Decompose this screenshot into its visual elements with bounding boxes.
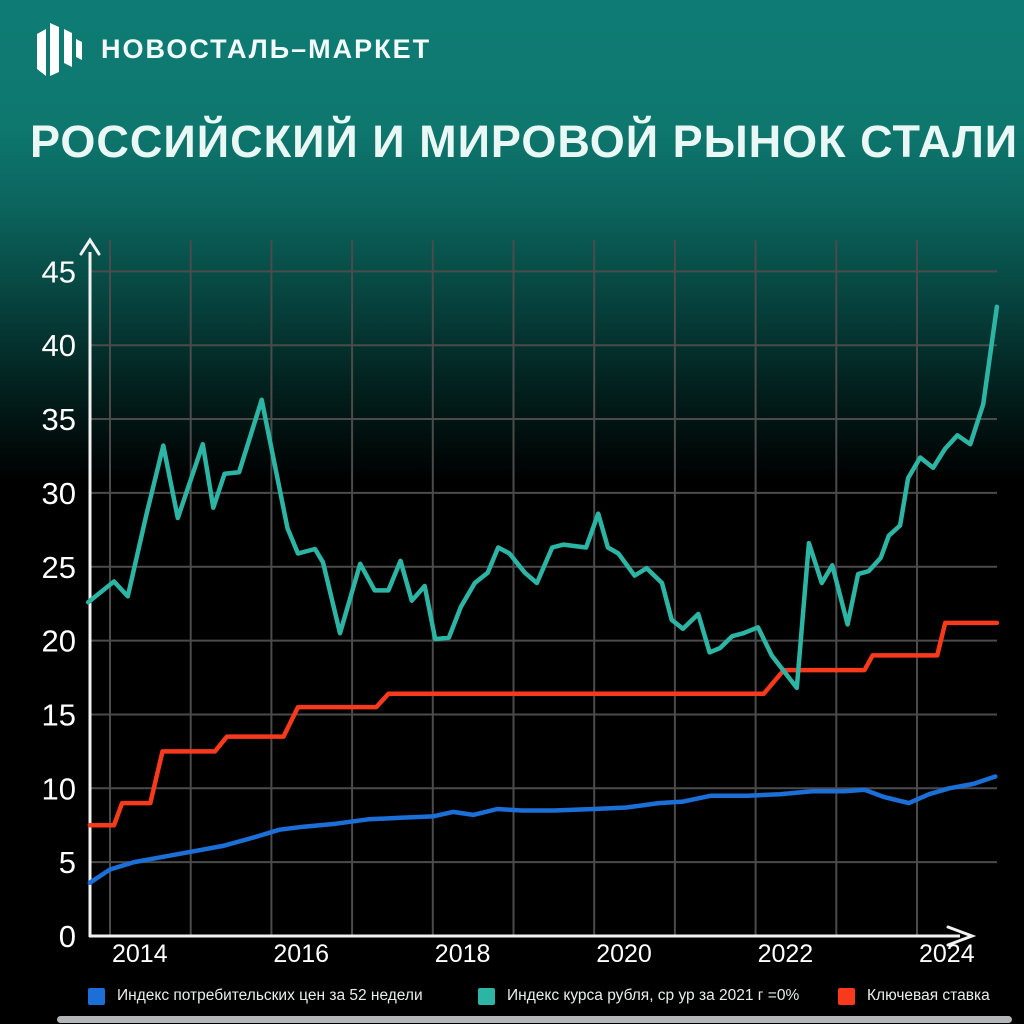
novostal-logo-icon xyxy=(37,23,82,76)
chart-legend: Индекс потребительских цен за 52 недели … xyxy=(0,984,1024,1014)
y-tick-label: 40 xyxy=(42,328,76,363)
y-tick-label: 10 xyxy=(42,771,76,806)
series-line-cpi xyxy=(87,774,998,886)
y-tick-label: 5 xyxy=(59,845,76,880)
y-tick-label: 25 xyxy=(42,550,76,585)
series-line-key_rate xyxy=(87,620,1000,828)
x-tick-label: 2014 xyxy=(112,940,168,968)
x-tick-label: 2024 xyxy=(919,940,975,968)
x-tick-label: 2016 xyxy=(273,940,329,968)
cpi-color-swatch xyxy=(88,987,105,1005)
y-tick-label: 30 xyxy=(42,476,76,511)
y-tick-label: 15 xyxy=(42,697,76,732)
legend-item-cpi: Индекс потребительских цен за 52 недели xyxy=(88,984,423,1008)
legend-item-ruble: Индекс курса рубля, ср ур за 2021 г =0% xyxy=(478,984,799,1008)
legend-label-cpi: Индекс потребительских цен за 52 недели xyxy=(117,987,423,1004)
legend-item-key-rate: Ключевая ставка xyxy=(838,984,990,1008)
logo-text: НОВОСТАЛЬ–МАРКЕТ xyxy=(101,33,432,64)
legend-label-ruble: Индекс курса рубля, ср ур за 2021 г =0% xyxy=(507,987,800,1004)
y-axis-arrow-icon xyxy=(79,237,101,256)
page-title: РОССИЙСКИЙ И МИРОВОЙ РЫНОК СТАЛИ xyxy=(30,116,1019,167)
y-tick-label: 20 xyxy=(42,624,76,659)
x-axis-arrow-icon xyxy=(946,925,977,947)
series-line-ruble xyxy=(85,304,1000,691)
x-tick-label: 2018 xyxy=(435,940,491,968)
y-tick-label: 35 xyxy=(42,402,76,437)
key-rate-color-swatch xyxy=(838,987,855,1005)
x-tick-label: 2022 xyxy=(758,940,814,968)
ruble-color-swatch xyxy=(478,987,495,1005)
legend-label-key-rate: Ключевая ставка xyxy=(867,987,990,1004)
x-tick-label: 2020 xyxy=(596,940,652,968)
header: НОВОСТАЛЬ–МАРКЕТ xyxy=(33,22,431,76)
y-tick-label: 0 xyxy=(59,919,76,954)
y-tick-label: 45 xyxy=(42,254,76,289)
bottom-scroll-indicator xyxy=(57,1016,1012,1023)
